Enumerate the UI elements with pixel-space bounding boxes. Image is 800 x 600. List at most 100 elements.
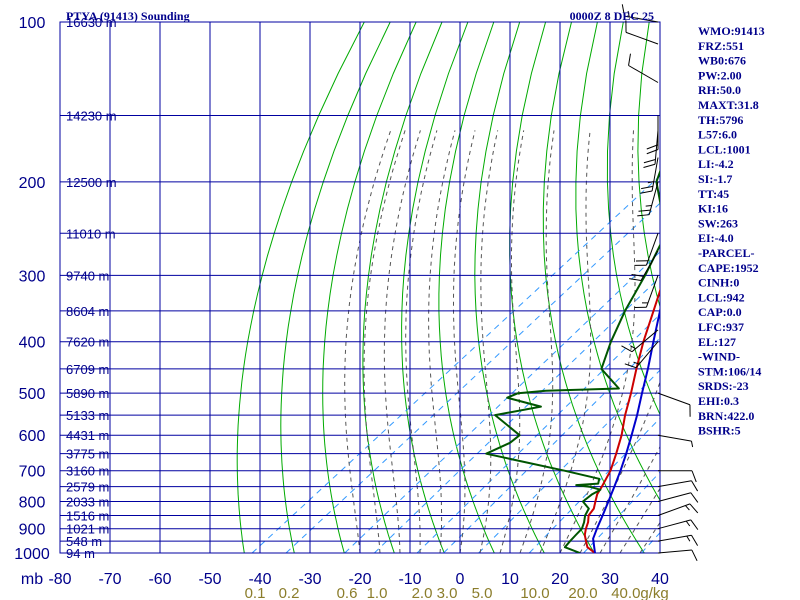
pressure-tick-label: 100 xyxy=(19,15,46,32)
index-item: PW:2.00 xyxy=(698,68,742,82)
height-label: 7620 m xyxy=(66,335,109,350)
index-item: CINH:0 xyxy=(698,276,739,290)
height-label: 3775 m xyxy=(66,447,109,462)
wind-barb xyxy=(657,434,694,448)
wind-barb xyxy=(657,549,698,562)
dry-adiabat xyxy=(280,22,391,553)
height-label: 3160 m xyxy=(66,464,109,479)
index-item: WB0:676 xyxy=(698,54,746,68)
wind-barb-staff xyxy=(645,275,659,308)
moist-adiabat xyxy=(344,130,392,553)
mixing-ratio-line xyxy=(583,471,660,553)
wind-barb-flag xyxy=(691,470,697,483)
moist-adiabat xyxy=(479,130,499,553)
pressure-tick-label: 400 xyxy=(19,335,46,352)
temperature-tick-label: -60 xyxy=(148,571,171,588)
parcel-trace xyxy=(592,306,660,553)
wind-barb-flag xyxy=(621,345,633,353)
wind-barb xyxy=(657,503,699,516)
temperature-tick-label: -70 xyxy=(98,571,121,588)
wind-barb-staff xyxy=(624,15,659,23)
index-item: BRN:422.0 xyxy=(698,409,754,423)
mixing-ratio-label: 5.0 xyxy=(472,585,493,600)
moist-adiabat xyxy=(428,130,456,553)
wind-barb-flag xyxy=(645,204,652,207)
pressure-tick-label: 700 xyxy=(19,464,46,481)
index-item: MAXT:31.8 xyxy=(698,98,759,112)
height-label: 14230 m xyxy=(66,109,117,124)
wind-barb-flag xyxy=(690,441,694,448)
temperature-tick-label: 0 xyxy=(456,571,465,588)
wind-barb-flag xyxy=(640,190,653,194)
index-item: KI:16 xyxy=(698,202,728,216)
pressure-tick-label: 600 xyxy=(19,428,46,445)
moist-adiabat xyxy=(383,130,421,553)
wind-barb-flag xyxy=(643,159,656,164)
wind-barb-flag xyxy=(646,149,659,155)
dry-adiabat xyxy=(542,22,645,553)
index-item: CAP:0.0 xyxy=(698,305,742,319)
wind-barb-staff xyxy=(657,492,691,503)
index-item: EL:127 xyxy=(698,335,736,349)
pressure-tick-label: 300 xyxy=(19,268,46,285)
wind-barb-flag xyxy=(638,209,651,212)
wind-barb xyxy=(634,275,659,308)
mixing-ratio-line xyxy=(443,337,660,553)
height-label: 9740 m xyxy=(66,268,109,283)
temperature-tick-label: 40 xyxy=(651,571,669,588)
pressure-unit-label: mb xyxy=(21,571,43,588)
wind-barb xyxy=(625,20,659,45)
wind-barb-flag xyxy=(689,503,699,514)
height-label: 5890 m xyxy=(66,386,109,401)
wind-barb-flag xyxy=(691,549,698,562)
wind-barb-flag xyxy=(691,535,699,546)
wind-barb-staff xyxy=(648,181,659,215)
index-item: LCL:942 xyxy=(698,290,745,304)
wind-barb-staff xyxy=(625,31,659,45)
height-label: 548 m xyxy=(66,534,102,549)
pressure-tick-label: 200 xyxy=(19,175,46,192)
wind-barb xyxy=(634,233,659,266)
wind-barb-flag xyxy=(685,520,691,527)
height-label: 6709 m xyxy=(66,362,109,377)
mixing-ratio-line xyxy=(416,313,660,553)
mixing-ratio-line xyxy=(528,417,660,553)
temperature-tick-label: 10 xyxy=(501,571,519,588)
wind-barb xyxy=(643,130,659,169)
mixing-ratio-label: 20.0 xyxy=(568,585,597,600)
dry-adiabat xyxy=(637,22,660,309)
mixing-ratio-label: 2.0 xyxy=(412,585,433,600)
wind-barb xyxy=(657,519,699,530)
wind-barb-staff xyxy=(657,503,691,516)
index-item: CAPE:1952 xyxy=(698,261,759,275)
background-lines xyxy=(236,22,660,553)
wind-barb-flag xyxy=(691,480,699,492)
height-label: 16630 m xyxy=(66,15,117,30)
wind-barb-staff xyxy=(657,519,691,530)
height-label: 5133 m xyxy=(66,408,109,423)
index-item: TH:5796 xyxy=(698,113,743,127)
dry-adiabat xyxy=(322,22,417,553)
index-item: -WIND- xyxy=(698,350,740,364)
height-label: 4431 m xyxy=(66,428,109,443)
mixing-ratio-line xyxy=(251,175,660,553)
wind-barb xyxy=(624,341,659,369)
wind-barb-staff xyxy=(657,549,692,554)
mixing-ratio-line xyxy=(374,276,660,553)
station-title: PTYA (91413) Sounding xyxy=(66,9,190,23)
wind-barb-flag xyxy=(629,278,642,281)
height-label: 2033 m xyxy=(66,495,109,510)
wind-barb xyxy=(658,470,697,483)
index-item: FRZ:551 xyxy=(698,39,744,53)
index-item: BSHR:5 xyxy=(698,424,741,438)
wind-barbs xyxy=(621,4,699,562)
wind-barb-flag xyxy=(637,214,650,217)
dry-adiabat xyxy=(401,22,469,553)
wind-barb xyxy=(657,392,691,417)
wind-barb-flag xyxy=(647,181,654,184)
index-item: -PARCEL- xyxy=(698,246,754,260)
temperature-tick-label: -10 xyxy=(398,571,421,588)
sounding-time: 0000Z 8 DEC 25 xyxy=(570,9,654,23)
